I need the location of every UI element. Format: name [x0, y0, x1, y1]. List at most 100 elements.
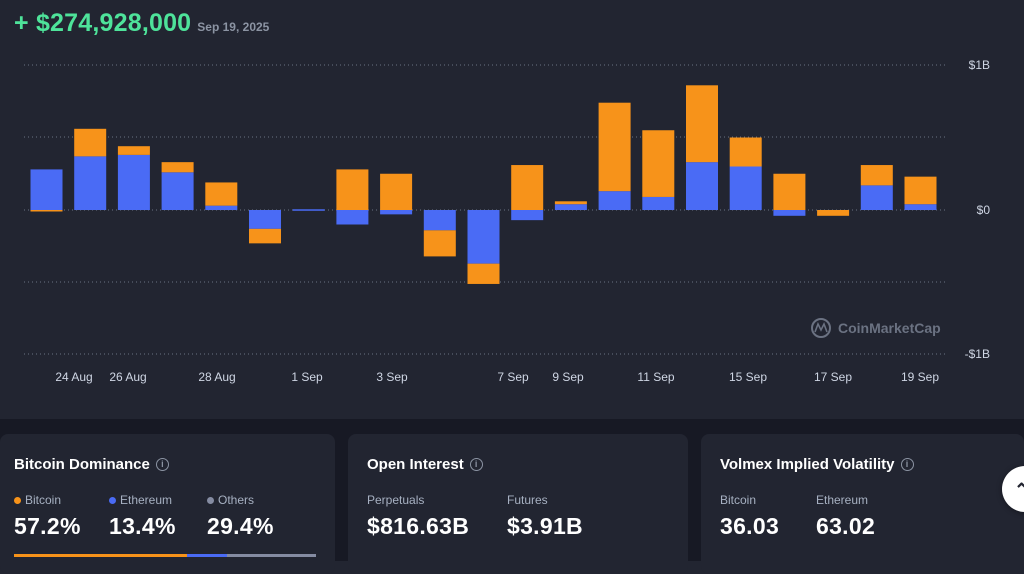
ethereum-bar[interactable] — [74, 156, 107, 210]
info-icon[interactable]: i — [900, 458, 914, 471]
metric-perpetuals: Perpetuals $816.63B — [367, 493, 469, 540]
bitcoin-bar[interactable] — [511, 165, 544, 210]
ethereum-bar[interactable] — [467, 210, 500, 264]
dominance-segment — [186, 554, 228, 557]
coinmarketcap-logo-mark — [814, 322, 828, 333]
bitcoin-bar[interactable] — [773, 173, 806, 210]
metric-label: Others — [218, 493, 255, 507]
chart-panel: $1B $0 -$1B 24 Aug 26 Aug 28 Aug 1 Sep 3 Sep 7 S… — [14, 9, 991, 384]
ethereum-bar[interactable] — [686, 162, 718, 210]
ethereum-bar[interactable] — [117, 154, 150, 210]
ethereum-bar[interactable] — [598, 191, 631, 210]
x-tick-label: 15 Sep — [729, 370, 767, 384]
metric-label: Ethereum — [120, 493, 173, 507]
ethereum-bar[interactable] — [336, 210, 369, 225]
ethereum-dot-icon — [109, 496, 116, 504]
metric-value: 13.4% — [109, 513, 176, 539]
bitcoin-dot-icon — [14, 496, 21, 504]
x-tick-label: 19 Sep — [901, 370, 939, 384]
ethereum-bar[interactable] — [30, 169, 63, 210]
info-icon[interactable]: i — [469, 458, 483, 471]
x-tick-label: 17 Sep — [814, 370, 852, 384]
dominance-bar — [14, 554, 316, 557]
bitcoin-bar[interactable] — [598, 102, 631, 192]
headline-date: Sep 19, 2025 — [197, 20, 270, 34]
card-title: Volmex Implied Volatility i — [720, 456, 914, 473]
x-tick-label: 24 Aug — [55, 370, 92, 384]
metric-label: Futures — [507, 493, 548, 507]
ethereum-bar[interactable] — [904, 204, 937, 210]
liquidation-chart: $1B $0 -$1B 24 Aug 26 Aug 28 Aug 1 Sep 3 Sep 7 S… — [24, 58, 991, 384]
bitcoin-bar[interactable] — [817, 210, 850, 216]
bitcoin-bar[interactable] — [336, 169, 369, 210]
metric-others: Others 29.4% — [207, 493, 274, 540]
watermark-text: CoinMarketCap — [838, 320, 941, 336]
ethereum-bar[interactable] — [773, 210, 806, 216]
ethereum-bar[interactable] — [205, 205, 238, 210]
coinmarketcap-watermark: CoinMarketCap — [811, 318, 941, 338]
headline-value: + $274,928,000 — [14, 9, 192, 37]
bitcoin-bar[interactable] — [205, 182, 238, 206]
ethereum-bar[interactable] — [161, 172, 194, 210]
metric-label: Ethereum — [816, 493, 869, 507]
y-tick-label: $0 — [977, 203, 991, 217]
metric-value: 57.2% — [14, 513, 81, 539]
coinmarketcap-logo-icon — [811, 318, 831, 338]
metric-value: 29.4% — [207, 513, 274, 539]
metric-label: Bitcoin — [25, 493, 62, 507]
metric-ethereum: Ethereum 13.4% — [109, 493, 176, 540]
ethereum-bar[interactable] — [249, 210, 281, 229]
card-title: Open Interest i — [367, 456, 483, 473]
bitcoin-bar[interactable] — [423, 230, 456, 257]
bitcoin-bar[interactable] — [380, 173, 413, 210]
bitcoin-bar[interactable] — [860, 165, 893, 186]
metric-vol-ethereum: Ethereum 63.02 — [816, 493, 875, 540]
x-tick-label: 28 Aug — [198, 370, 235, 384]
ethereum-bar[interactable] — [729, 166, 762, 211]
card-title-text: Volmex Implied Volatility — [720, 456, 895, 473]
ethereum-bar[interactable] — [511, 210, 544, 221]
bitcoin-bar[interactable] — [729, 137, 762, 167]
metric-value: 63.02 — [816, 513, 876, 539]
x-tick-label: 26 Aug — [109, 370, 146, 384]
bitcoin-bar[interactable] — [904, 176, 937, 205]
bitcoin-bar[interactable] — [686, 85, 718, 163]
bitcoin-dominance-card: Bitcoin Dominance i Bitcoin 57.2% Ethere… — [0, 434, 335, 574]
metrics-area: Bitcoin Dominance i Bitcoin 57.2% Ethere… — [0, 419, 1024, 574]
open-interest-card: Open Interest i Perpetuals $816.63B Futu… — [348, 434, 688, 574]
bitcoin-bar[interactable] — [161, 162, 194, 173]
ethereum-bar[interactable] — [423, 210, 456, 231]
metric-futures: Futures $3.91B — [507, 493, 583, 540]
info-icon[interactable]: i — [155, 458, 169, 471]
chart-headline: + $274,928,000 Sep 19, 2025 — [14, 9, 269, 38]
x-tick-label: 1 Sep — [291, 370, 323, 384]
metric-vol-bitcoin: Bitcoin 36.03 — [720, 493, 779, 540]
x-tick-label: 3 Sep — [376, 370, 408, 384]
metric-value: 36.03 — [720, 513, 780, 539]
ethereum-bar[interactable] — [554, 204, 587, 210]
x-tick-label: 7 Sep — [497, 370, 529, 384]
card-title-text: Bitcoin Dominance — [14, 456, 150, 473]
y-tick-label: $1B — [969, 58, 990, 72]
chevron-up-icon: ⌃ — [1014, 480, 1024, 500]
card-title-text: Open Interest — [367, 456, 464, 473]
ethereum-bar[interactable] — [642, 196, 675, 210]
bitcoin-bar[interactable] — [642, 130, 675, 197]
ethereum-bar[interactable] — [292, 209, 325, 211]
bitcoin-bar[interactable] — [249, 228, 281, 244]
metric-bitcoin: Bitcoin 57.2% — [14, 493, 81, 540]
ethereum-bar[interactable] — [860, 185, 893, 210]
metric-label: Bitcoin — [720, 493, 757, 507]
dominance-segment — [227, 554, 316, 557]
card-title: Bitcoin Dominance i — [14, 456, 169, 473]
metric-label: Perpetuals — [367, 493, 425, 507]
bitcoin-bar[interactable] — [554, 201, 587, 205]
ethereum-bar[interactable] — [380, 210, 413, 215]
bitcoin-bar[interactable] — [30, 210, 63, 212]
bitcoin-bar[interactable] — [467, 263, 500, 284]
bitcoin-bar[interactable] — [117, 146, 150, 155]
metric-value: $3.91B — [507, 513, 583, 539]
scroll-to-top-button[interactable]: ⌃ — [1002, 466, 1024, 512]
volatility-card: Volmex Implied Volatility i Bitcoin 36.0… — [701, 434, 1024, 574]
bitcoin-bar[interactable] — [74, 128, 107, 157]
